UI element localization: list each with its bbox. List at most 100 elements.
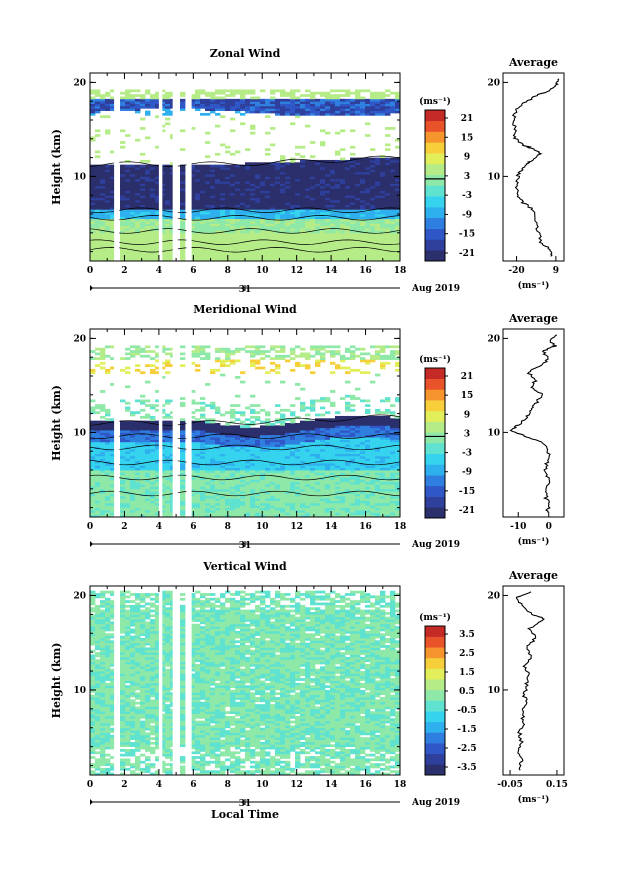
heatmap-cell xyxy=(280,249,286,252)
heatmap-cell xyxy=(135,235,141,238)
heatmap-cell xyxy=(160,223,166,227)
heatmap-cell xyxy=(280,430,286,433)
heatmap-cell xyxy=(265,488,271,492)
heatmap-cell xyxy=(235,347,241,351)
heatmap-cell xyxy=(220,98,226,102)
heatmap-cell xyxy=(190,491,196,494)
heatmap-cell xyxy=(370,244,376,248)
heatmap-cell xyxy=(180,185,186,189)
heatmap-cell xyxy=(125,455,131,459)
heatmap-cell xyxy=(315,171,321,175)
heatmap-cell xyxy=(90,427,96,431)
heatmap-cell xyxy=(360,167,366,170)
heatmap-cell xyxy=(260,430,266,433)
heatmap-cell xyxy=(165,211,171,215)
heatmap-cell xyxy=(235,507,241,511)
heatmap-cell xyxy=(210,495,216,499)
heatmap-cell xyxy=(355,209,361,213)
heatmap-cell xyxy=(140,514,146,517)
heatmap-cell xyxy=(120,223,126,227)
heatmap-cell xyxy=(275,185,281,189)
heatmap-cell xyxy=(265,486,271,490)
heatmap-cell xyxy=(190,98,196,102)
heatmap-cell xyxy=(195,448,201,452)
heatmap-cell xyxy=(280,493,286,497)
heatmap-cell xyxy=(315,249,321,252)
heatmap-cell xyxy=(390,171,396,175)
heatmap-cell xyxy=(395,181,400,184)
heatmap-cell xyxy=(290,232,296,236)
heatmap-cell xyxy=(270,211,276,215)
heatmap-cell xyxy=(165,169,171,173)
heatmap-cell xyxy=(220,101,226,104)
heatmap-cell xyxy=(270,472,276,476)
heatmap-cell xyxy=(255,486,261,490)
heatmap-cell xyxy=(195,185,201,189)
heatmap-cell xyxy=(120,239,126,243)
heatmap-cell xyxy=(230,514,236,517)
heatmap-cell xyxy=(320,108,326,111)
heatmap-cell xyxy=(110,512,116,516)
heatmap-cell xyxy=(335,164,341,168)
heatmap-cell xyxy=(345,89,351,93)
heatmap-cell xyxy=(305,195,311,198)
heatmap-cell xyxy=(140,101,146,104)
heatmap-cell xyxy=(265,115,271,119)
heatmap-cell xyxy=(215,112,221,116)
heatmap-cell xyxy=(385,218,391,222)
heatmap-cell xyxy=(290,446,296,450)
heatmap-cell xyxy=(370,157,376,161)
heatmap-cell xyxy=(275,174,281,177)
heatmap-cell xyxy=(160,408,166,412)
heatmap-cell xyxy=(325,176,331,180)
heatmap-cell xyxy=(355,230,361,234)
heatmap-cell xyxy=(365,199,371,203)
heatmap-cell xyxy=(210,188,216,191)
heatmap-cell xyxy=(100,221,106,224)
heatmap-cell xyxy=(105,164,111,168)
heatmap-cell xyxy=(245,258,251,261)
heatmap-cell xyxy=(265,371,271,375)
heatmap-cell xyxy=(210,437,216,440)
heatmap-cell xyxy=(205,441,211,445)
heatmap-cell xyxy=(120,249,126,252)
heatmap-cell xyxy=(195,216,201,220)
heatmap-cell xyxy=(230,98,236,102)
heatmap-cell xyxy=(375,258,381,261)
heatmap-cell xyxy=(280,413,286,417)
heatmap-cell xyxy=(230,415,236,419)
heatmap-cell xyxy=(100,258,106,261)
heatmap-cell xyxy=(260,462,266,466)
heatmap-cell xyxy=(240,448,246,452)
heatmap-cell xyxy=(160,458,166,461)
heatmap-cell xyxy=(215,495,221,499)
heatmap-cell xyxy=(125,256,131,260)
heatmap-cell xyxy=(220,458,226,461)
heatmap-cell xyxy=(135,94,141,97)
heatmap-cell xyxy=(165,484,171,487)
heatmap-cell xyxy=(190,174,196,177)
heatmap-cell xyxy=(150,216,156,220)
heatmap-cell xyxy=(135,488,141,492)
heatmap-cell xyxy=(100,434,106,438)
heatmap-cell xyxy=(195,105,201,109)
heatmap-cell xyxy=(165,195,171,198)
heatmap-cell xyxy=(235,195,241,198)
heatmap-cell xyxy=(225,178,231,182)
heatmap-cell xyxy=(225,218,231,222)
heatmap-cell xyxy=(105,423,111,426)
heatmap-cell xyxy=(200,204,206,208)
heatmap-cell xyxy=(310,101,316,104)
heatmap-cell xyxy=(100,206,106,210)
heatmap-cell xyxy=(275,249,281,252)
heatmap-cell xyxy=(120,216,126,220)
heatmap-cell xyxy=(130,455,136,459)
heatmap-cell xyxy=(205,94,211,97)
heatmap-cell xyxy=(250,89,256,93)
heatmap-cell xyxy=(135,477,141,480)
contour-line xyxy=(90,207,400,213)
heatmap-cell xyxy=(285,439,291,443)
heatmap-cell xyxy=(360,258,366,261)
heatmap-cell xyxy=(310,174,316,177)
heatmap-cell xyxy=(260,108,266,111)
